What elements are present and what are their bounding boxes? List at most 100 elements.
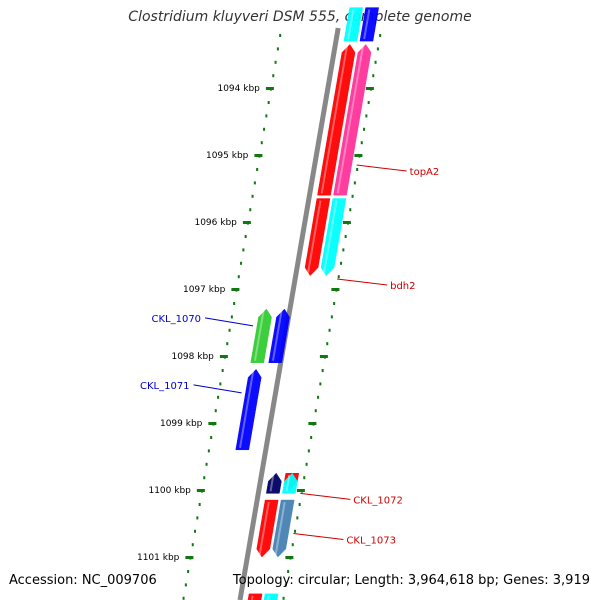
ruler-dot xyxy=(203,476,206,480)
label-leader-line xyxy=(193,384,242,394)
label-leader-line xyxy=(356,164,407,172)
ruler-dot xyxy=(272,74,275,78)
ruler-tick-right xyxy=(296,489,305,492)
ruler-dot xyxy=(244,235,247,238)
ruler-tick-right xyxy=(319,355,328,358)
ruler-dot xyxy=(287,570,290,573)
ruler-dot xyxy=(326,342,329,346)
gene-label[interactable]: CKL_1072 xyxy=(353,495,403,506)
gene-arrow[interactable] xyxy=(235,369,262,451)
gene-arrow-highlight xyxy=(239,371,255,448)
ruler-dot xyxy=(249,208,252,212)
gene-arrow[interactable] xyxy=(282,472,298,494)
ruler-dot xyxy=(314,409,317,413)
ruler-dot xyxy=(242,248,245,252)
gene-arrow[interactable] xyxy=(333,44,372,196)
ruler-dot xyxy=(342,248,345,252)
ruler-tick-right xyxy=(331,288,340,291)
ruler-tick-left xyxy=(185,556,194,559)
ruler-dot xyxy=(298,503,301,506)
ruler-dot xyxy=(260,141,263,145)
ruler-dot xyxy=(251,194,254,198)
gene-features xyxy=(235,7,379,600)
gene-arrow[interactable] xyxy=(317,44,356,196)
ruler-dot xyxy=(256,168,259,171)
gene-arrow[interactable] xyxy=(268,308,290,363)
topology-text: Topology: circular; Length: 3,964,618 bp… xyxy=(232,573,590,588)
gene-label[interactable]: CKL_1073 xyxy=(346,536,396,547)
ruler-dot xyxy=(351,194,354,198)
gene-arrow[interactable] xyxy=(320,198,347,276)
ruler-tick-label: 1098 kbp xyxy=(171,352,214,362)
ruler-tick-label: 1094 kbp xyxy=(217,84,260,94)
ruler-dot xyxy=(240,261,243,265)
ruler-dot xyxy=(276,47,279,51)
ruler-tick-label: 1096 kbp xyxy=(194,218,237,228)
ruler-dot xyxy=(198,503,201,506)
ruler-dot xyxy=(207,449,210,453)
gene-arrow[interactable] xyxy=(250,308,272,363)
gene-arrow-highlight xyxy=(269,475,275,492)
ruler-dot xyxy=(296,516,299,520)
ruler-dot xyxy=(365,114,368,118)
ruler-dot xyxy=(196,516,199,520)
gene-arrow[interactable] xyxy=(266,472,282,494)
ruler-tick-right xyxy=(365,87,374,90)
gene-arrow-highlight xyxy=(258,501,270,556)
ruler-dot xyxy=(328,328,331,332)
ruler-tick-left xyxy=(242,221,251,224)
ruler-dot xyxy=(374,60,377,64)
ruler-dot xyxy=(182,596,185,600)
gene-arrow-highlight xyxy=(271,310,283,361)
label-leader-line xyxy=(300,492,351,500)
gene-arrow-highlight xyxy=(322,200,338,274)
ruler-dot xyxy=(233,302,236,305)
ruler-tick-label: 1099 kbp xyxy=(160,419,203,429)
ruler-tick-label: 1101 kbp xyxy=(137,553,180,563)
ruler-tick-right xyxy=(308,422,317,425)
ruler-dot xyxy=(184,583,187,587)
ruler-tick-label: 1095 kbp xyxy=(206,151,249,161)
gene-arrow[interactable] xyxy=(343,7,363,42)
ruler-dot xyxy=(372,74,375,78)
ruler-dot xyxy=(279,34,282,37)
ruler-dot xyxy=(294,529,297,533)
ruler-dot xyxy=(333,302,336,305)
ruler-tick-label: 1100 kbp xyxy=(148,486,191,496)
ruler-dot xyxy=(344,235,347,238)
ruler-dot xyxy=(194,529,197,533)
ruler-dot xyxy=(363,127,366,131)
gene-label[interactable]: CKL_1070 xyxy=(151,314,201,325)
ruler-dot xyxy=(221,369,224,372)
gene-arrow[interactable] xyxy=(272,499,295,558)
gene-arrow[interactable] xyxy=(304,198,331,276)
ruler-dot xyxy=(187,570,190,573)
gene-arrow-highlight xyxy=(266,595,270,600)
ruler-tick-left xyxy=(196,489,205,492)
ruler-dot xyxy=(367,101,370,104)
ruler-dot xyxy=(321,369,324,372)
gene-arrow-highlight xyxy=(320,46,348,194)
gene-arrow-highlight xyxy=(250,595,254,600)
gene-arrow[interactable] xyxy=(262,593,279,600)
gene-label[interactable]: bdh2 xyxy=(390,281,415,292)
ruler-dot xyxy=(317,395,320,399)
ruler-dot xyxy=(360,141,363,145)
ruler-dot xyxy=(253,181,256,185)
gene-arrow[interactable] xyxy=(246,593,263,600)
ruler-dot xyxy=(237,275,240,279)
ruler-tick-right xyxy=(285,556,294,559)
ruler-dot xyxy=(230,315,233,319)
gene-label[interactable]: CKL_1071 xyxy=(140,381,190,392)
gene-label[interactable]: topA2 xyxy=(410,167,440,178)
gene-arrow[interactable] xyxy=(359,7,379,42)
label-leader-line xyxy=(337,278,388,286)
ruler-ticks: 1094 kbp 1095 kbp 1096 kbp 1097 kbp 1098 kbp… xyxy=(137,84,374,563)
ruler-dot xyxy=(210,436,213,439)
label-leader-line xyxy=(204,317,254,327)
gene-arrow[interactable] xyxy=(256,499,279,558)
ruler-dot xyxy=(219,382,222,386)
ruler-tick-right xyxy=(342,221,351,224)
ruler-tick-right xyxy=(354,154,363,157)
